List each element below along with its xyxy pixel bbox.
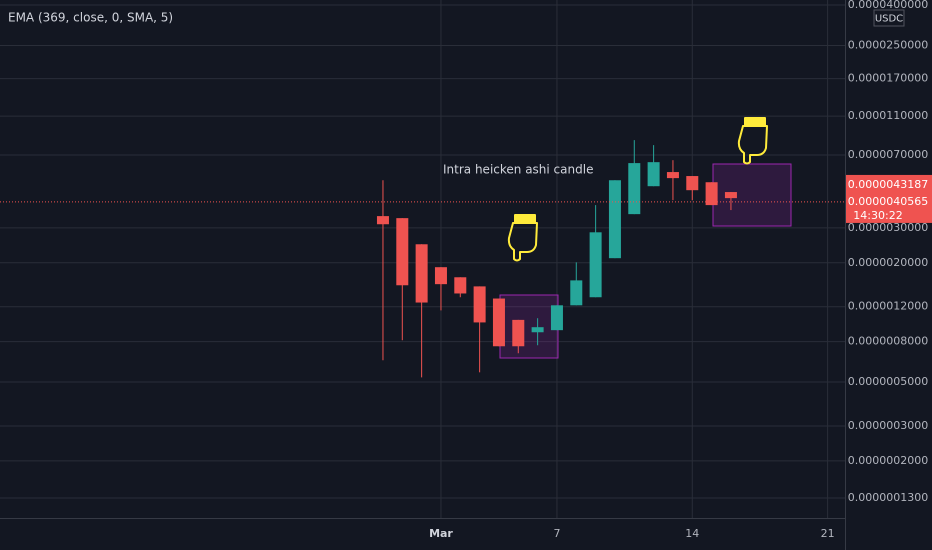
y-tick-label: 0.0000110000 [848,109,928,122]
highlight-box [712,163,792,227]
hand-icon [507,214,538,262]
highlight-box [499,294,559,359]
price-label-box [846,174,932,223]
y-tick-label: 0.0000030000 [848,221,928,234]
y-tick-label: 0.0000012000 [848,300,928,313]
candle-body [705,182,718,206]
x-tick-label: Mar [429,527,453,540]
unit-box [873,9,905,27]
x-tick-label: 14 [685,527,699,540]
candle-body [434,267,447,285]
y-tick-label: 0.0000400000 [848,0,928,11]
candle-body [686,176,699,191]
countdown: 14:30:22 [853,209,902,222]
candle-body [492,298,505,347]
candles [0,140,845,378]
candle-body [589,232,602,298]
candle-body [473,286,486,323]
annotation: Intra heicken ashi candle [443,163,593,177]
candle-body [628,163,641,215]
indicator-label: EMA (369, close, 0, SMA, 5) [8,11,173,25]
y-tick-label: 0.0000250000 [848,38,928,51]
axes: 0.0000400000 0.0000250000 0.0000170000 0.00… [429,0,932,540]
y-tick-label: 0.0000020000 [848,256,928,269]
candle-body [454,277,467,294]
y-tick-label: 0.0000001300 [848,491,928,504]
price-label: 0.0000043187 [848,178,928,191]
x-tick-label: 21 [821,527,835,540]
candle-body [570,280,583,306]
candle-body [512,319,525,347]
y-tick-label: 0.0000170000 [848,72,928,85]
candle-body [724,192,737,199]
hand-icon [737,117,768,165]
candle-body [376,216,389,225]
candle-body [531,327,544,333]
candle-body [647,162,660,187]
y-tick-label: 0.0000008000 [848,335,928,348]
y-tick-label: 0.0000002000 [848,454,928,467]
y-tick-label: 0.0000003000 [848,419,928,432]
x-tick-label: 7 [553,527,560,540]
candle-body [608,180,621,259]
axis-unit: USDC [875,14,903,25]
y-tick-label: 0.0000070000 [848,148,928,161]
y-tick-label: 0.0000005000 [848,375,928,388]
candle-body [666,172,679,179]
grid [0,0,845,518]
candle-body [415,244,428,303]
price-label: 0.0000040565 [848,195,928,208]
candle-body [550,305,563,331]
candle-body [396,218,409,286]
